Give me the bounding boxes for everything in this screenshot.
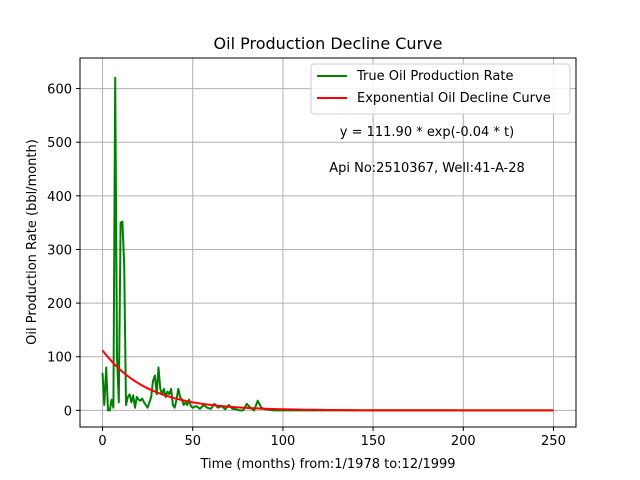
legend-box (310, 63, 571, 115)
y-tick-label: 400 (47, 190, 72, 205)
legend: True Oil Production Rate Exponential Oil… (310, 63, 571, 115)
x-tick-label: 100 (270, 434, 295, 449)
y-tick-label: 500 (47, 136, 72, 151)
x-axis-ticks: 0 50 100 150 200 250 (98, 427, 566, 449)
y-tick-label: 0 (64, 404, 72, 419)
y-tick-label: 200 (47, 297, 72, 312)
exponential-decline-line (101, 349, 554, 412)
x-tick-label: 200 (451, 434, 476, 449)
equation-annotation: y = 111.90 * exp(-0.04 * t) (340, 125, 514, 140)
y-tick-label: 100 (47, 351, 72, 366)
well-info-annotation: Api No:2510367, Well:41-A-28 (329, 161, 525, 176)
plot-frame (79, 57, 577, 428)
y-tick-label: 600 (47, 83, 72, 98)
y-axis-title: Oil Production Rate (bbl/month) (25, 139, 40, 345)
legend-label-decline-curve: Exponential Oil Decline Curve (357, 91, 551, 106)
chart-title: Oil Production Decline Curve (214, 34, 443, 53)
series-lines (101, 76, 554, 412)
x-tick-label: 50 (184, 434, 201, 449)
y-axis-ticks: 0 100 200 300 400 500 600 (47, 83, 80, 419)
x-axis-title: Time (months) from:1/1978 to:12/1999 (199, 457, 455, 472)
y-tick-label: 300 (47, 243, 72, 258)
x-tick-label: 250 (541, 434, 566, 449)
x-tick-label: 150 (361, 434, 386, 449)
x-tick-label: 0 (98, 434, 106, 449)
legend-label-true-rate: True Oil Production Rate (356, 69, 513, 84)
